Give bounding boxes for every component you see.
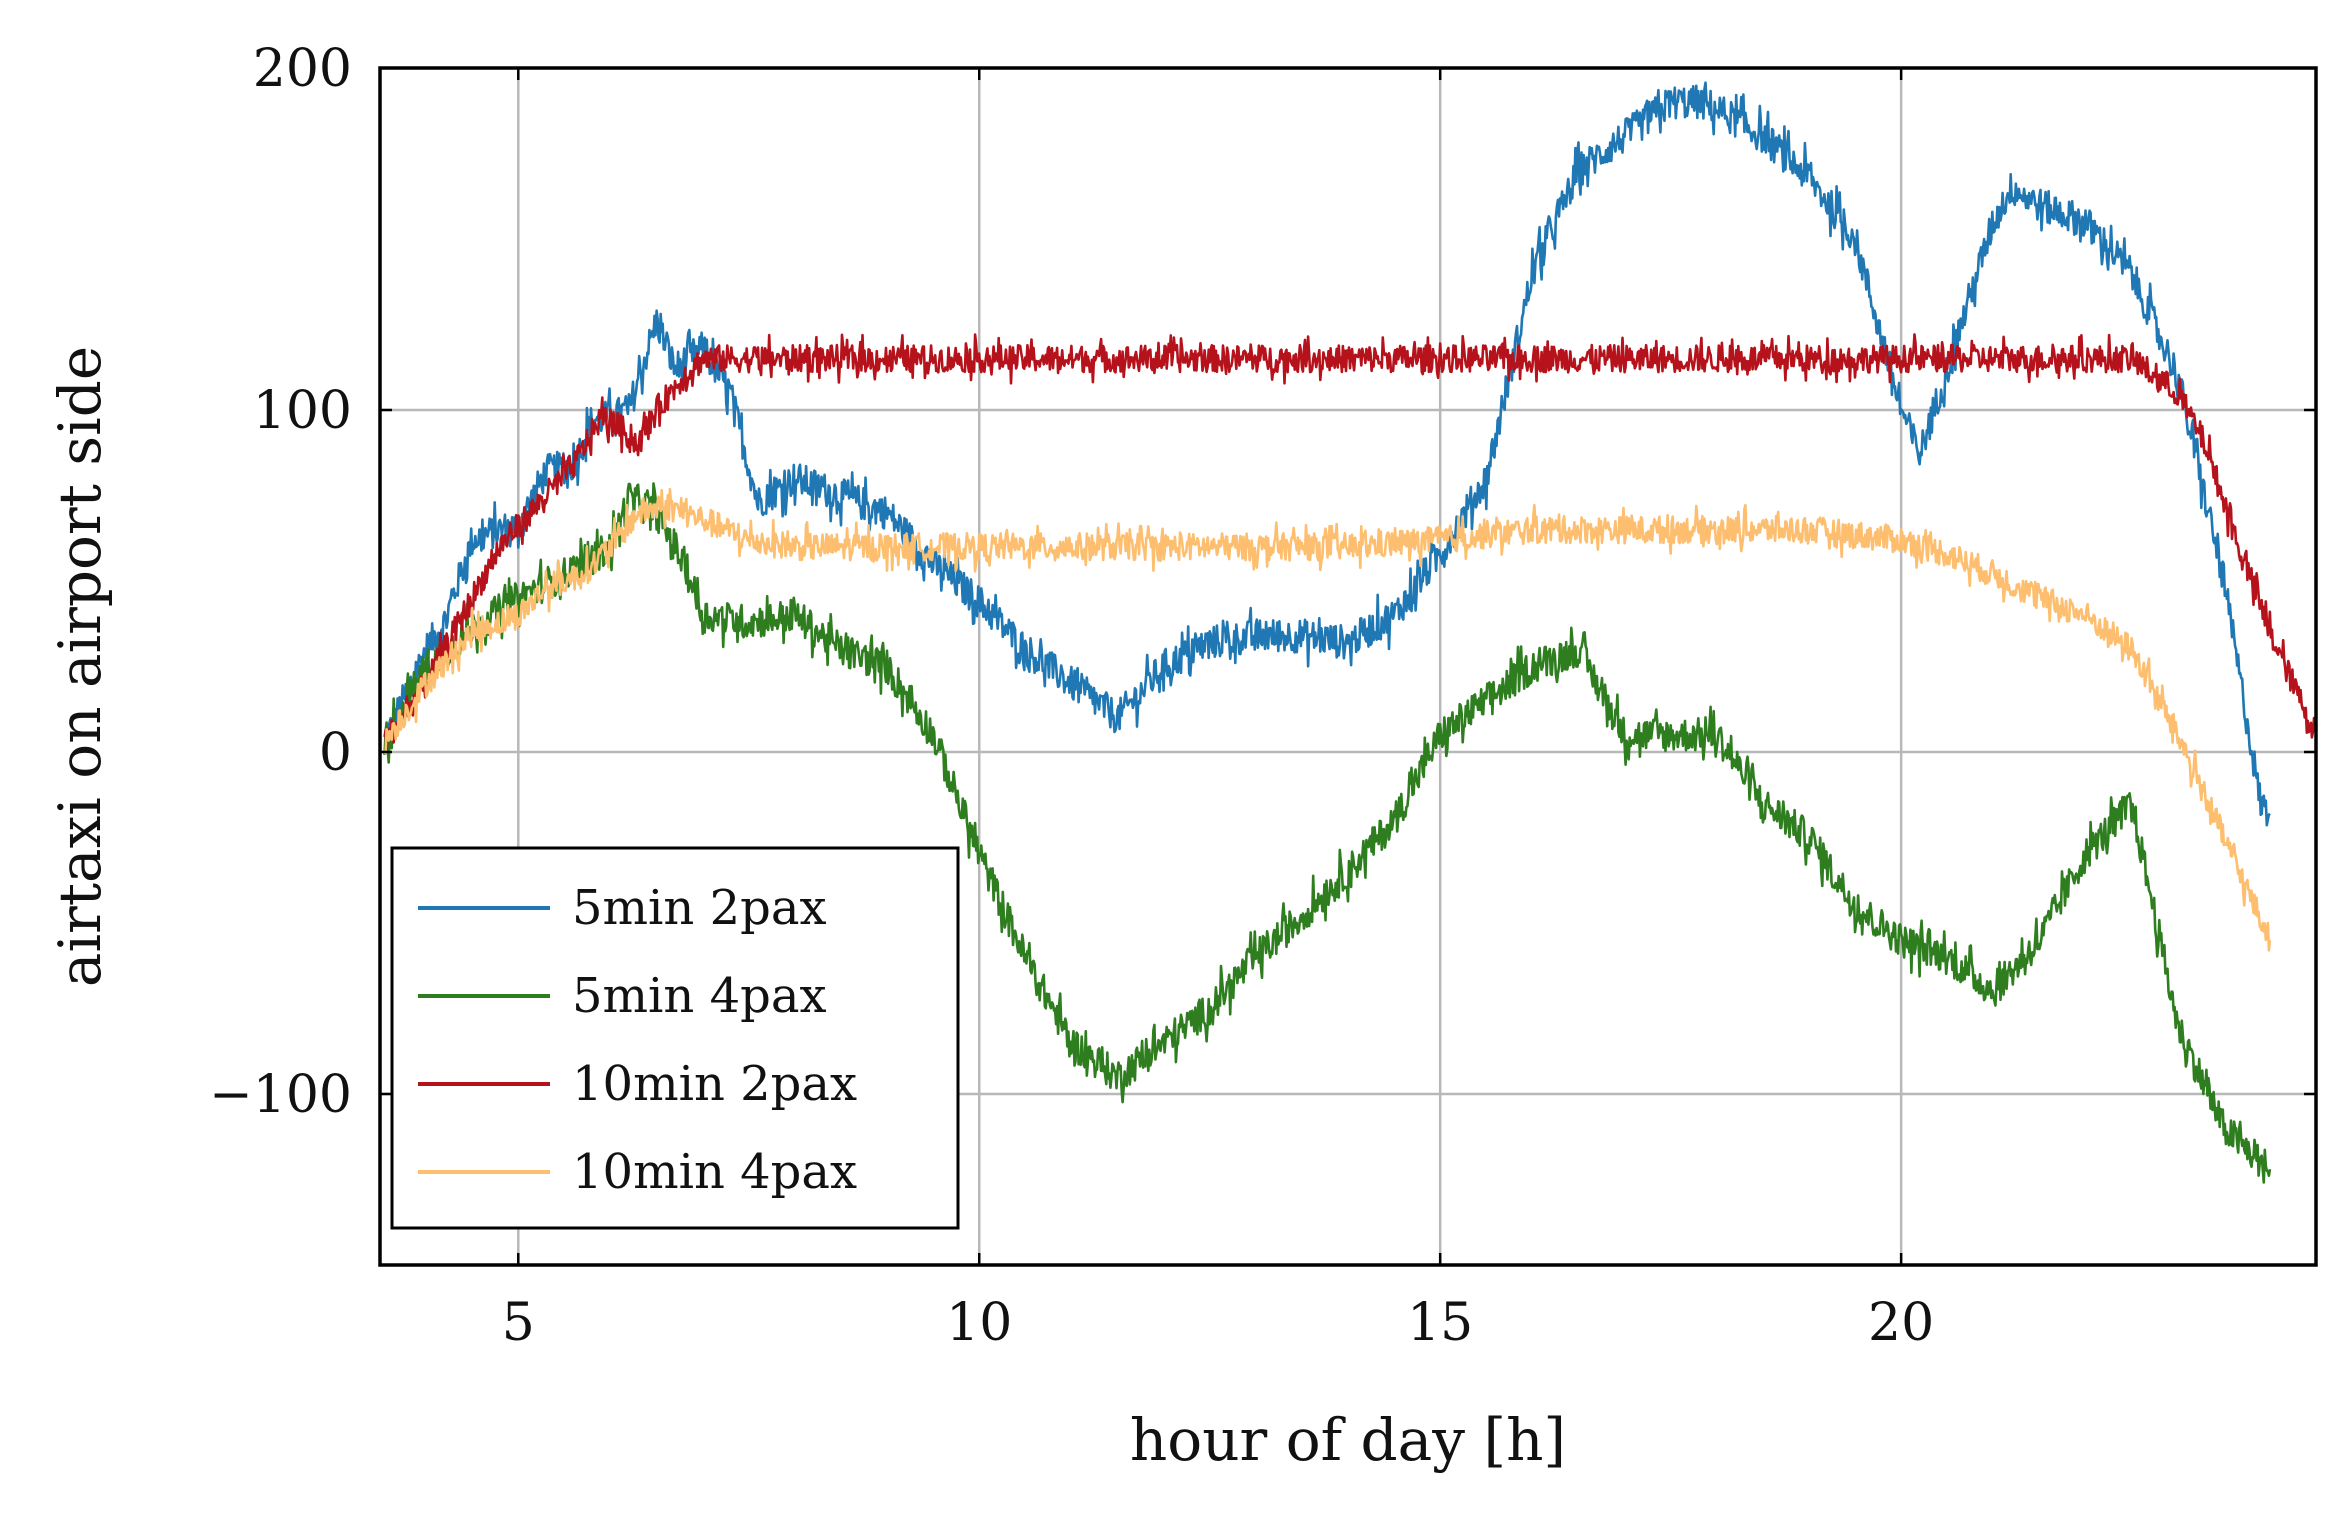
legend: 5min 2pax 5min 4pax 10min 2pax 10min 4pax [390,846,960,1230]
legend-box [390,846,960,1230]
series-line-10min-4pax [383,487,2272,952]
x-tick-label: 15 [1407,1293,1473,1353]
series-line-5min-2pax [383,81,2271,827]
axis-ticks: 5 10 15 20 −100 0 100 200 [209,39,2316,1353]
series-line-5min-4pax [383,482,2272,1184]
legend-label: 10min 4pax [572,1144,857,1200]
y-tick-label: −100 [209,1065,352,1125]
y-tick-label: 100 [253,381,352,441]
x-tick-label: 5 [502,1293,535,1353]
series-line-10min-2pax [383,333,2318,752]
legend-label: 10min 2pax [572,1056,857,1112]
series-lines [383,81,2318,1184]
x-tick-label: 10 [946,1293,1012,1353]
x-tick-label: 20 [1868,1293,1934,1353]
y-axis-label: airtaxi on airport side [46,346,114,987]
y-tick-label: 200 [253,39,352,99]
plot-frame [378,66,2318,1267]
x-axis-label: hour of day [h] [1130,1406,1566,1474]
legend-label: 5min 2pax [572,880,827,936]
y-tick-label: 0 [319,723,352,783]
legend-label: 5min 4pax [572,968,827,1024]
